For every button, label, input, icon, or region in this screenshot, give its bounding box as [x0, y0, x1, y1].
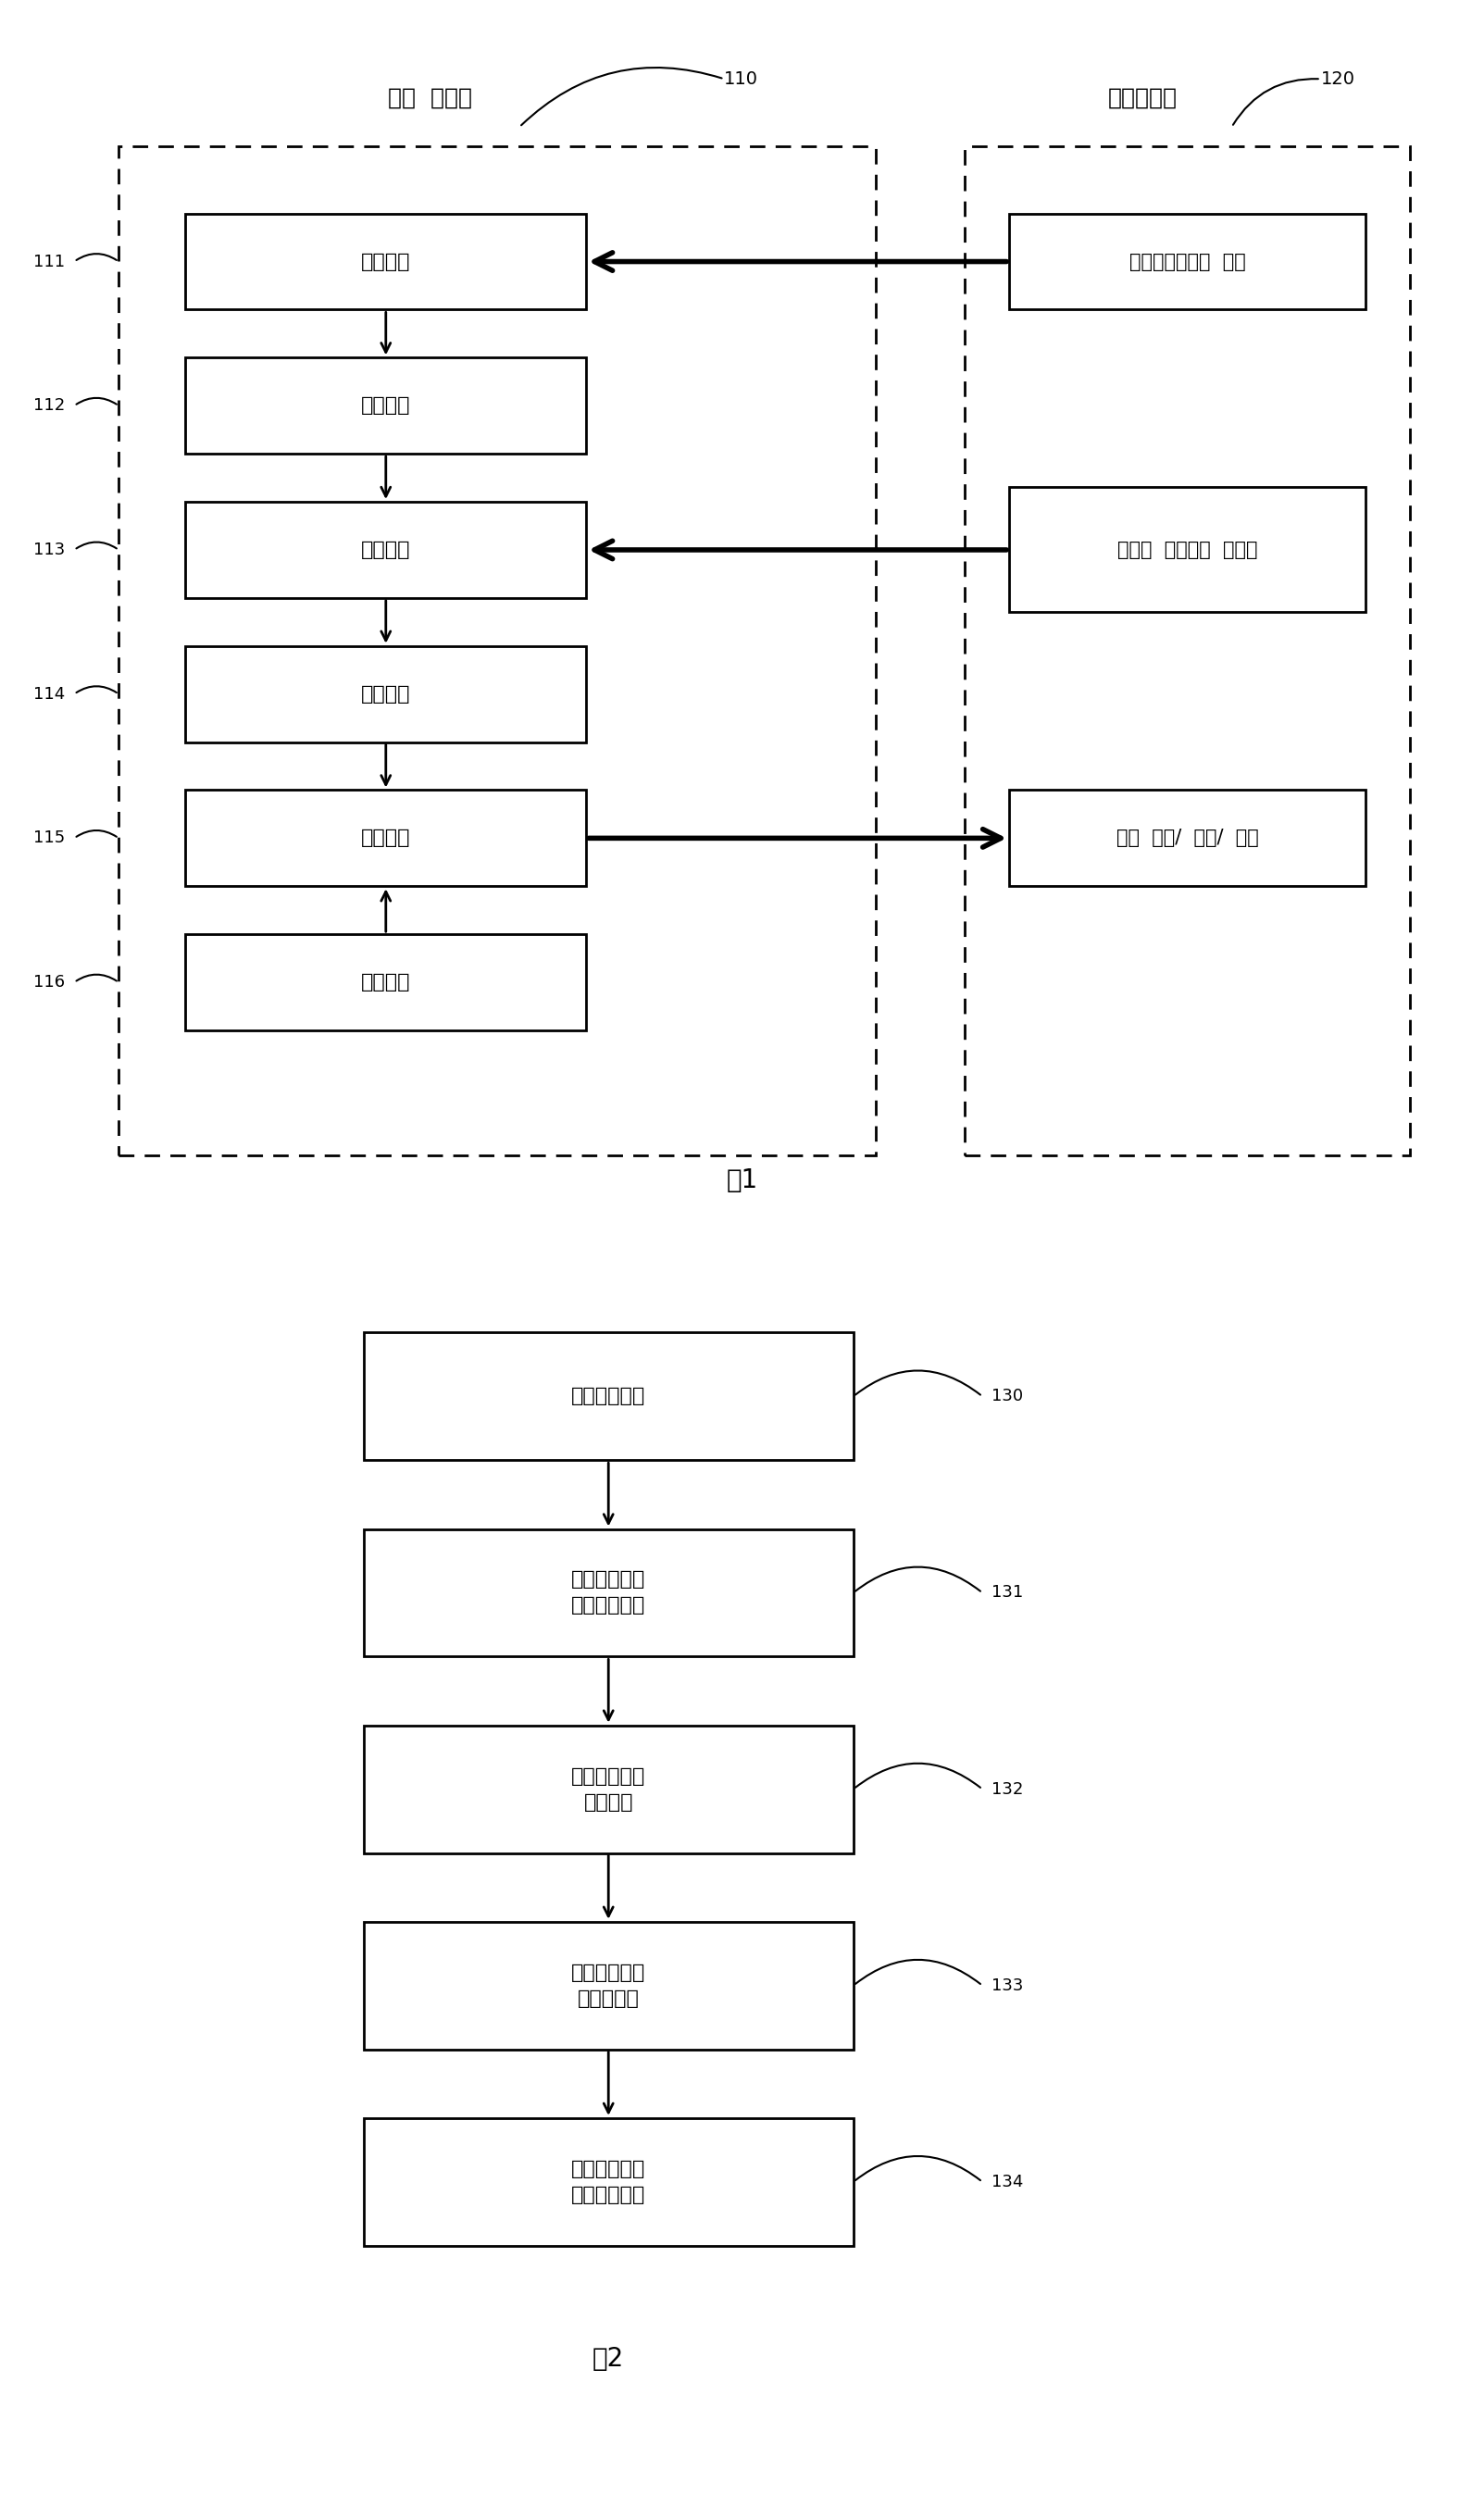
Text: 上传模块: 上传模块 — [361, 830, 411, 847]
Bar — [364, 1923, 853, 2048]
Text: 日志模块: 日志模块 — [361, 973, 411, 993]
Text: 用例  实例/  故障/  需求: 用例 实例/ 故障/ 需求 — [1116, 830, 1258, 847]
Text: 111: 111 — [34, 253, 65, 271]
Bar — [1009, 213, 1365, 308]
Text: 域、项目、用户  信息: 域、项目、用户 信息 — [1129, 253, 1245, 271]
Bar — [119, 145, 876, 1156]
Bar — [364, 1334, 853, 1459]
Text: 用例服务器: 用例服务器 — [1109, 88, 1177, 110]
Text: 处理当前目录
下所有子目录: 处理当前目录 下所有子目录 — [571, 2159, 646, 2204]
Text: 120: 120 — [1321, 70, 1355, 88]
Bar — [186, 501, 586, 599]
Bar — [186, 213, 586, 308]
Text: 116: 116 — [34, 975, 65, 990]
Text: 处理用例集下
所有用例: 处理用例集下 所有用例 — [571, 1767, 646, 1813]
Bar — [186, 790, 586, 885]
Bar — [364, 1725, 853, 1853]
Bar — [1009, 790, 1365, 885]
Bar — [186, 647, 586, 742]
Text: 图2: 图2 — [592, 2347, 625, 2372]
Text: 113: 113 — [34, 542, 65, 559]
Bar — [965, 145, 1410, 1156]
Text: 图1: 图1 — [726, 1168, 758, 1193]
Bar — [364, 1529, 853, 1657]
Bar — [186, 935, 586, 1030]
Bar — [186, 359, 586, 454]
Text: 131: 131 — [991, 1584, 1022, 1602]
Text: 112: 112 — [34, 399, 65, 414]
Text: 处理当前目录
下所有用例集: 处理当前目录 下所有用例集 — [571, 1569, 646, 1615]
Text: 134: 134 — [991, 2174, 1022, 2191]
Text: 层次化  的用例集  及用例: 层次化 的用例集 及用例 — [1117, 542, 1257, 559]
Text: 导出模块: 导出模块 — [361, 542, 411, 559]
Text: 执行模块: 执行模块 — [361, 684, 411, 704]
Bar — [1009, 486, 1365, 612]
Bar — [364, 2118, 853, 2246]
Text: 登录模块: 登录模块 — [361, 396, 411, 416]
Text: 130: 130 — [991, 1389, 1022, 1404]
Text: 处理执行实例
下所有步骤: 处理执行实例 下所有步骤 — [571, 1963, 646, 2008]
Text: 115: 115 — [34, 830, 65, 847]
Text: 114: 114 — [34, 687, 65, 702]
Text: 132: 132 — [991, 1780, 1022, 1798]
Text: 133: 133 — [991, 1978, 1022, 1993]
Text: 同步模块: 同步模块 — [361, 253, 411, 271]
Text: 处理当前目录: 处理当前目录 — [571, 1386, 646, 1406]
Text: 110: 110 — [724, 70, 758, 88]
Text: 本地  客户端: 本地 客户端 — [389, 88, 472, 110]
